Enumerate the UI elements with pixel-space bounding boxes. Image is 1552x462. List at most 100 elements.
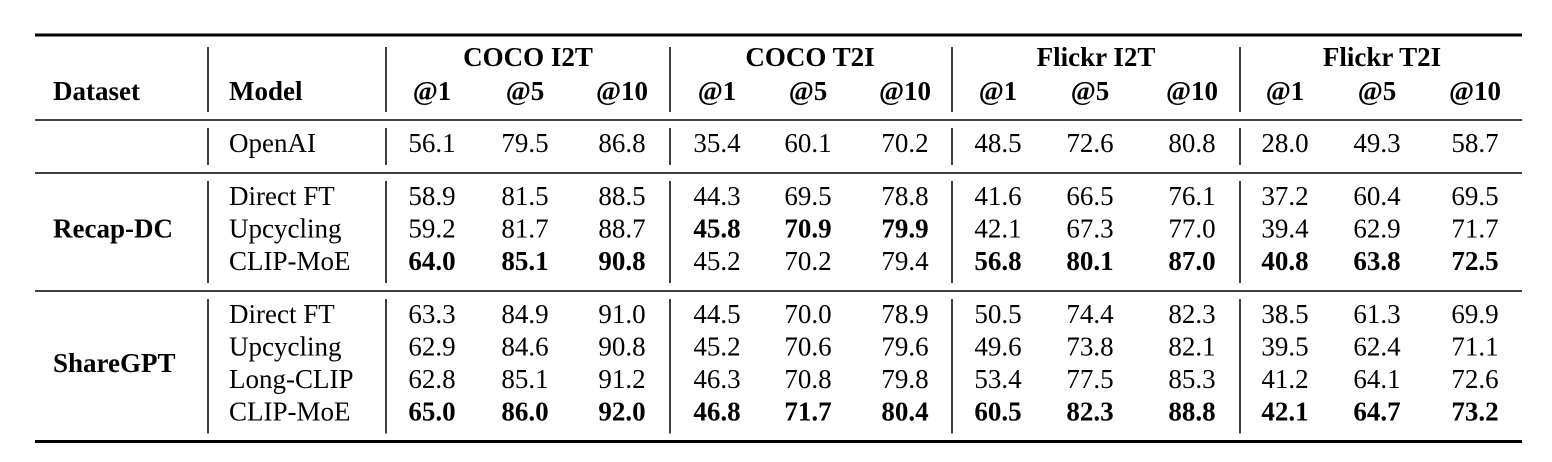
value-cell: 49.6	[974, 332, 1021, 362]
value-cell: 70.2	[784, 246, 831, 276]
value-cell: 88.7	[598, 214, 645, 244]
header-cell: Dataset	[53, 76, 140, 106]
value-cell: 78.9	[881, 299, 928, 329]
model-cell: Upcycling	[229, 332, 341, 362]
value-cell: 66.5	[1066, 181, 1113, 211]
value-cell: 64.0	[408, 246, 455, 276]
value-cell: 82.3	[1168, 299, 1215, 329]
value-cell: 77.5	[1066, 364, 1113, 394]
value-cell: 62.4	[1353, 332, 1401, 362]
value-cell: 63.3	[408, 299, 455, 329]
value-cell: 35.4	[693, 128, 741, 158]
value-cell: 86.0	[501, 397, 548, 427]
value-cell: 73.8	[1066, 332, 1113, 362]
value-cell: 59.2	[408, 214, 455, 244]
value-cell: 72.6	[1066, 128, 1113, 158]
value-cell: 79.6	[881, 332, 928, 362]
dataset-cell: ShareGPT	[53, 348, 176, 378]
column-header: @10	[1166, 76, 1218, 106]
value-cell: 53.4	[974, 364, 1022, 394]
group-header: COCO T2I	[745, 42, 874, 72]
value-cell: 40.8	[1261, 246, 1308, 276]
value-cell: 92.0	[598, 397, 645, 427]
column-header: @1	[1266, 76, 1305, 106]
value-cell: 91.0	[598, 299, 645, 329]
value-cell: 38.5	[1261, 299, 1308, 329]
value-cell: 79.9	[881, 214, 928, 244]
value-cell: 90.8	[598, 246, 645, 276]
value-cell: 41.2	[1261, 364, 1308, 394]
column-header: @10	[1449, 76, 1501, 106]
value-cell: 46.8	[693, 397, 740, 427]
value-cell: 71.7	[784, 397, 831, 427]
value-cell: 88.5	[598, 181, 645, 211]
value-cell: 50.5	[974, 299, 1021, 329]
value-cell: 56.1	[408, 128, 455, 158]
value-cell: 28.0	[1261, 128, 1308, 158]
value-cell: 45.2	[693, 332, 740, 362]
value-cell: 70.6	[784, 332, 831, 362]
value-cell: 78.8	[881, 181, 928, 211]
value-cell: 65.0	[408, 397, 455, 427]
value-cell: 46.3	[693, 364, 740, 394]
value-cell: 64.1	[1353, 364, 1400, 394]
value-cell: 45.2	[693, 246, 740, 276]
value-cell: 80.8	[1168, 128, 1215, 158]
value-cell: 86.8	[598, 128, 645, 158]
value-cell: 74.4	[1066, 299, 1114, 329]
value-cell: 62.9	[408, 332, 455, 362]
value-cell: 41.6	[974, 181, 1021, 211]
model-cell: Upcycling	[229, 214, 341, 244]
group-header: Flickr I2T	[1037, 42, 1156, 72]
value-cell: 77.0	[1168, 214, 1215, 244]
value-cell: 80.4	[881, 397, 928, 427]
value-cell: 44.5	[693, 299, 740, 329]
value-cell: 70.0	[784, 299, 831, 329]
value-cell: 61.3	[1353, 299, 1400, 329]
value-cell: 79.4	[881, 246, 929, 276]
value-cell: 71.1	[1451, 332, 1498, 362]
value-cell: 39.5	[1261, 332, 1308, 362]
value-cell: 69.9	[1451, 299, 1498, 329]
value-cell: 81.5	[501, 181, 548, 211]
column-header: @1	[698, 76, 737, 106]
model-cell: Direct FT	[229, 299, 335, 329]
group-header: Flickr T2I	[1323, 42, 1441, 72]
value-cell: 56.8	[974, 246, 1021, 276]
value-cell: 42.1	[1261, 397, 1308, 427]
value-cell: 60.4	[1353, 181, 1401, 211]
value-cell: 88.8	[1168, 397, 1215, 427]
value-cell: 69.5	[1451, 181, 1498, 211]
value-cell: 71.7	[1451, 214, 1498, 244]
value-cell: 64.7	[1353, 397, 1400, 427]
value-cell: 79.5	[501, 128, 548, 158]
dataset-cell: Recap-DC	[53, 214, 173, 244]
value-cell: 70.8	[784, 364, 831, 394]
value-cell: 76.1	[1168, 181, 1215, 211]
value-cell: 72.5	[1451, 246, 1498, 276]
value-cell: 39.4	[1261, 214, 1309, 244]
value-cell: 84.6	[501, 332, 548, 362]
column-header: @5	[1358, 76, 1397, 106]
value-cell: 85.1	[501, 364, 548, 394]
value-cell: 44.3	[693, 181, 740, 211]
column-header: @10	[879, 76, 931, 106]
value-cell: 58.7	[1451, 128, 1498, 158]
value-cell: 62.9	[1353, 214, 1400, 244]
column-header: @1	[979, 76, 1018, 106]
model-cell: CLIP-MoE	[229, 397, 351, 427]
value-cell: 91.2	[598, 364, 645, 394]
value-cell: 37.2	[1261, 181, 1308, 211]
column-header: @5	[789, 76, 828, 106]
model-cell: CLIP-MoE	[229, 246, 351, 276]
value-cell: 90.8	[598, 332, 645, 362]
column-header: @10	[596, 76, 648, 106]
column-header: @5	[506, 76, 545, 106]
value-cell: 69.5	[784, 181, 831, 211]
value-cell: 81.7	[501, 214, 548, 244]
value-cell: 82.1	[1168, 332, 1215, 362]
group-header: COCO I2T	[463, 42, 593, 72]
column-header: @5	[1071, 76, 1110, 106]
value-cell: 72.6	[1451, 364, 1498, 394]
